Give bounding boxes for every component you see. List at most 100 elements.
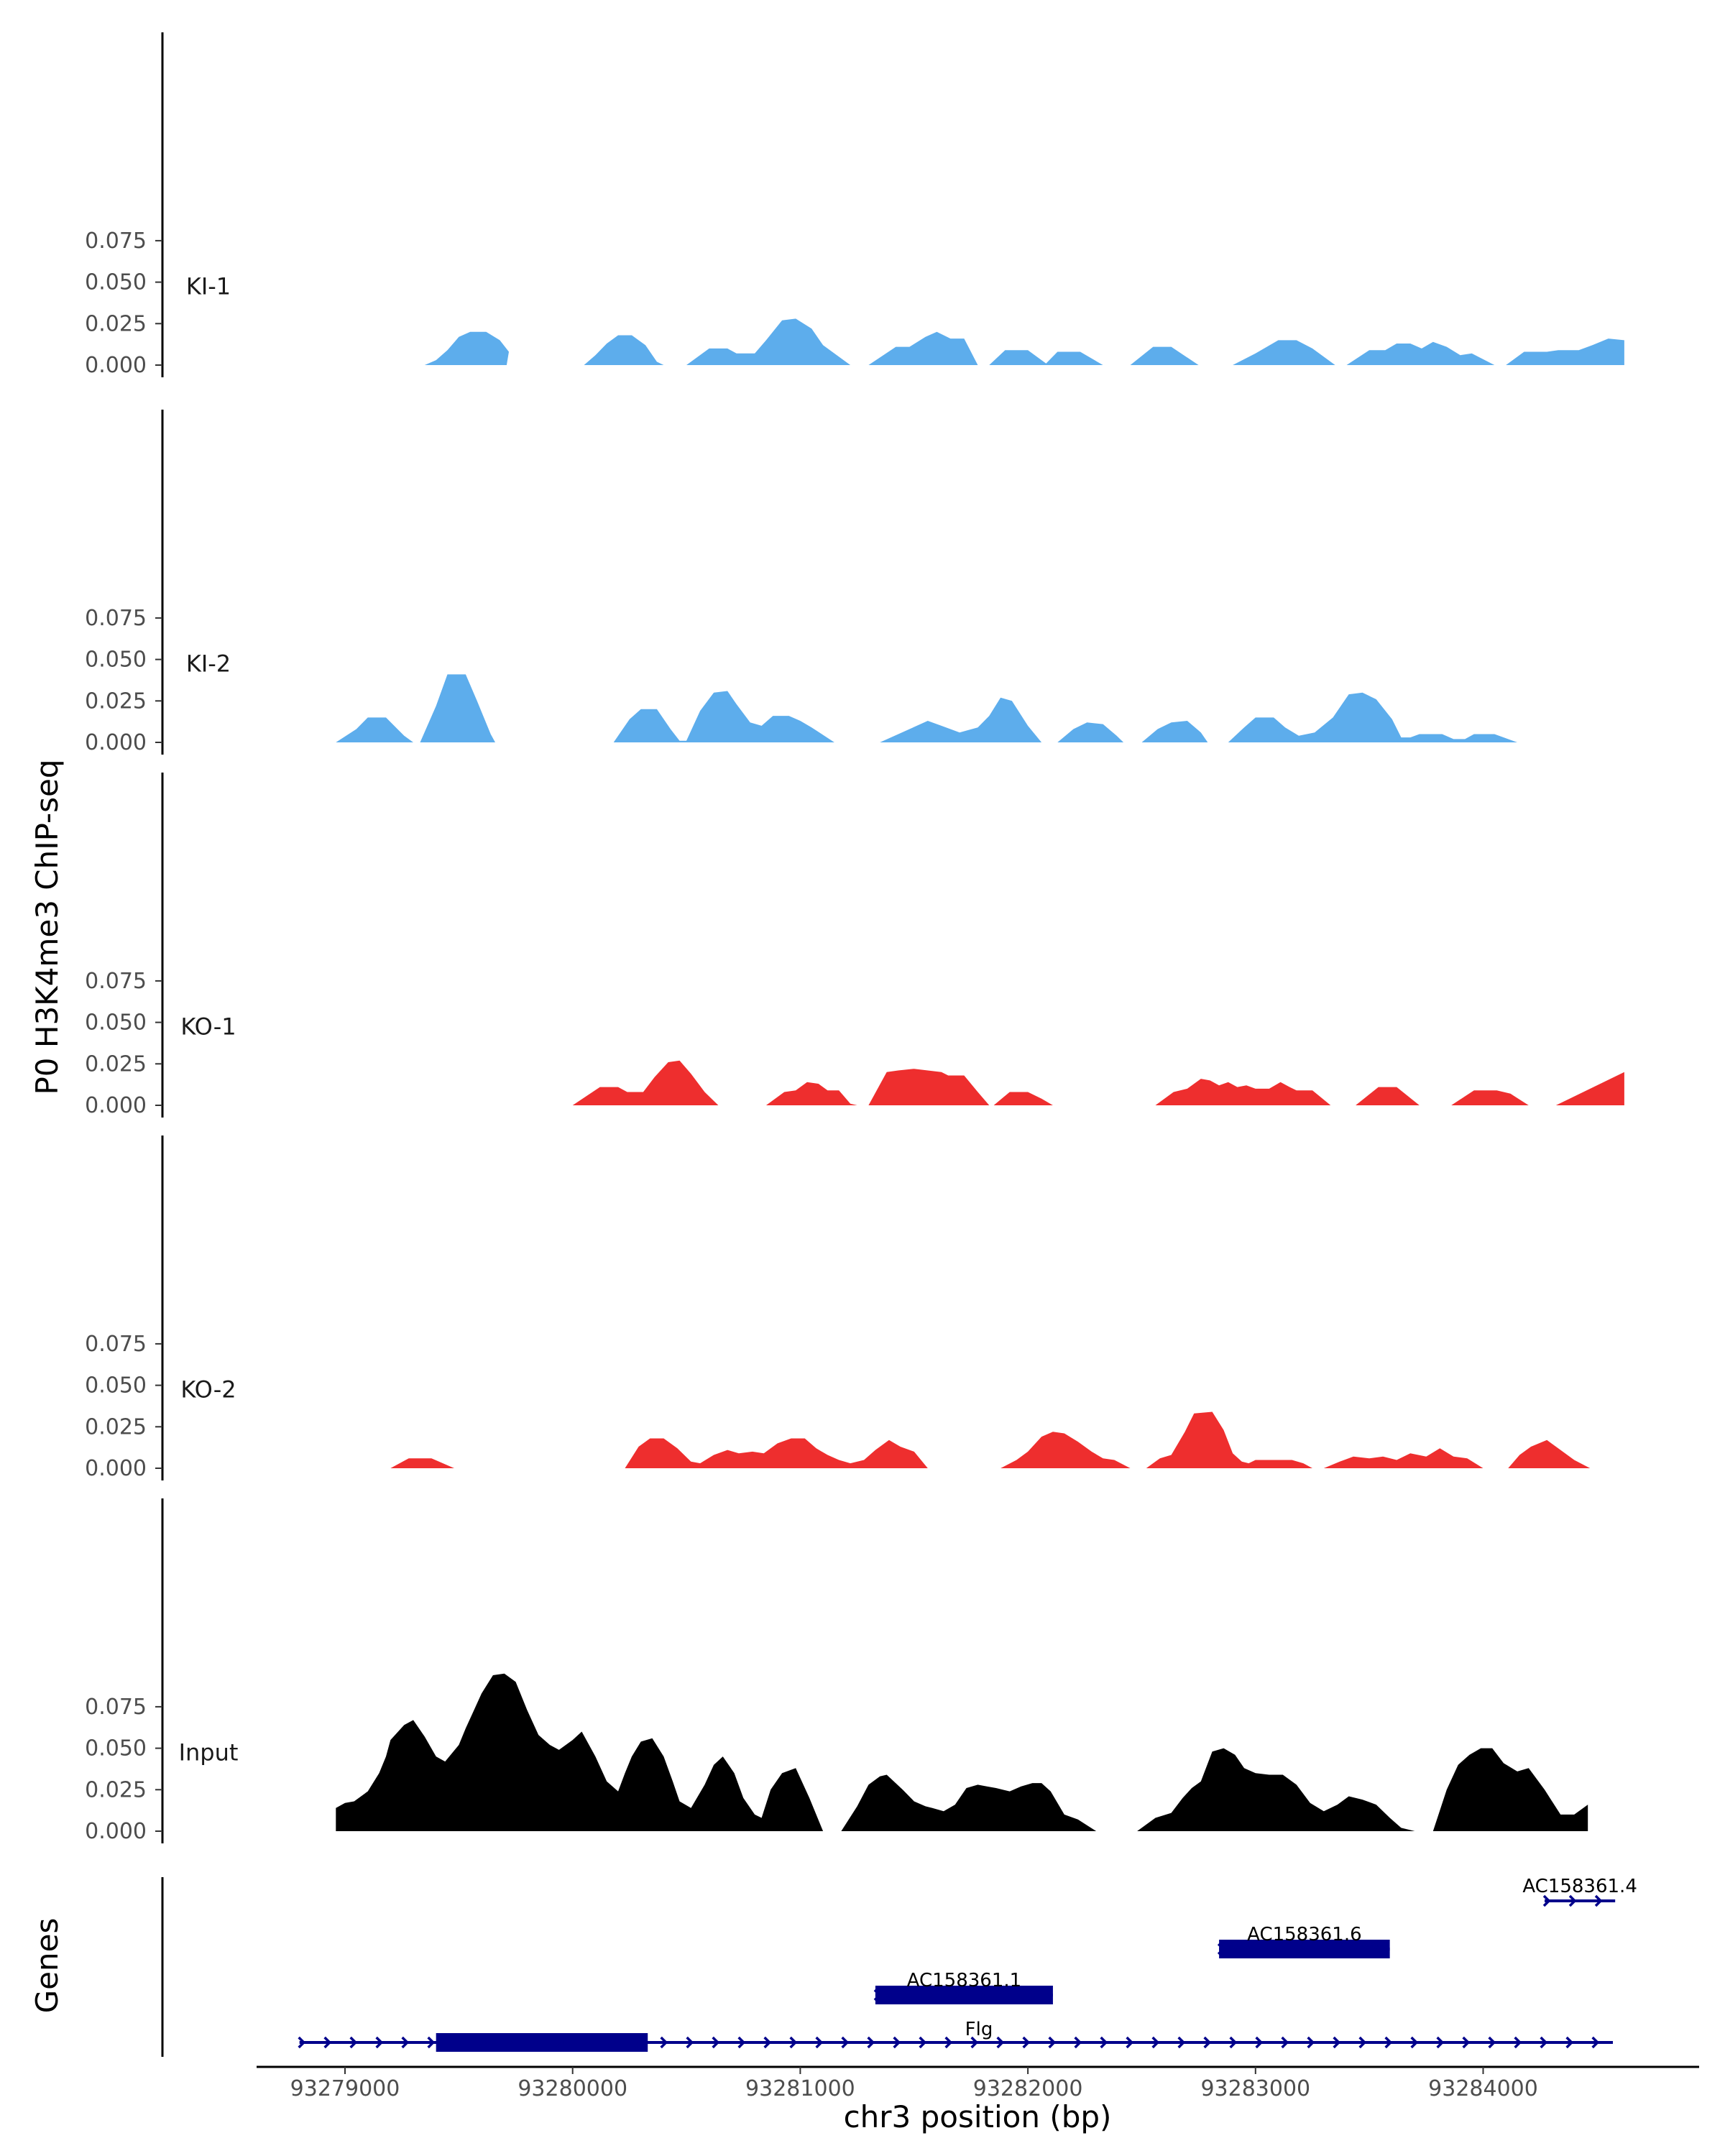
- strand-arrow: [1243, 1943, 1251, 1955]
- strand-arrow: [582, 2036, 591, 2049]
- coverage-area-ki-2: [336, 674, 1517, 742]
- strand-arrow: [970, 2036, 979, 2049]
- strand-arrow: [1488, 2036, 1496, 2049]
- track-label: KO-1: [180, 1013, 236, 1040]
- strand-arrow: [1372, 1943, 1381, 1955]
- strand-arrow: [1542, 1894, 1551, 1907]
- x-tick-label: 93283000: [1200, 2076, 1310, 2101]
- y-tick-label: 0.000: [85, 1819, 147, 1844]
- strand-arrow: [1594, 1894, 1603, 1907]
- coverage-area-ki-1: [424, 318, 1624, 365]
- strand-arrow: [815, 2036, 824, 2049]
- strand-arrow: [1410, 2036, 1419, 2049]
- strand-arrow: [1281, 2036, 1289, 2049]
- strand-arrow: [1307, 2036, 1315, 2049]
- gene-ac158361.6: AC158361.6: [1217, 1924, 1390, 1958]
- panel-input: 0.000 0.025 0.050 0.075 Input: [85, 1498, 1588, 1844]
- y-tick-label: 0.050: [85, 1736, 147, 1761]
- strand-arrow: [1565, 2036, 1574, 2049]
- strand-arrow: [634, 2036, 643, 2049]
- strand-arrow: [427, 2036, 436, 2049]
- strand-arrow: [1203, 2036, 1212, 2049]
- strand-arrow: [1177, 2036, 1186, 2049]
- y-tick-label: 0.075: [85, 1332, 147, 1357]
- strand-arrow: [1029, 1989, 1037, 2001]
- x-axis: 93279000 93280000 93281000 93282000 93283000…: [257, 2065, 1699, 2101]
- track-label: KI-2: [186, 650, 231, 677]
- strand-arrow: [951, 1989, 960, 2001]
- y-tick-label: 0.075: [85, 606, 147, 631]
- strand-arrow: [1255, 2036, 1264, 2049]
- strand-arrow: [1269, 1943, 1277, 1955]
- panel-ko-1: 0.000 0.025 0.050 0.075 KO-1: [85, 773, 1624, 1118]
- strand-arrow: [1568, 1894, 1577, 1907]
- strand-arrow: [1436, 2036, 1445, 2049]
- strand-arrow: [556, 2036, 565, 2049]
- strand-arrow: [1346, 1943, 1355, 1955]
- y-tick-label: 0.025: [85, 311, 147, 336]
- gene-flg: Flg: [298, 2019, 1614, 2052]
- strand-arrow: [841, 2036, 850, 2049]
- strand-arrow: [737, 2036, 746, 2049]
- gene-label: Flg: [965, 2019, 993, 2040]
- strand-arrow: [1384, 2036, 1393, 2049]
- panel-ko-2: 0.000 0.025 0.050 0.075 KO-2: [85, 1135, 1591, 1481]
- strand-arrow: [1320, 1943, 1329, 1955]
- strand-arrow: [899, 1989, 908, 2001]
- y-tick-label: 0.025: [85, 688, 147, 714]
- strand-arrow: [893, 2036, 901, 2049]
- gene-ac158361.1: AC158361.1: [873, 1970, 1053, 2004]
- y-tick-label: 0.075: [85, 1695, 147, 1720]
- strand-arrow: [608, 2036, 617, 2049]
- x-tick-label: 93281000: [745, 2076, 855, 2101]
- gene-label: AC158361.4: [1522, 1876, 1637, 1897]
- strand-arrow: [479, 2036, 487, 2049]
- strand-arrow: [1591, 2036, 1600, 2049]
- strand-arrow: [1540, 2036, 1548, 2049]
- track-label: KI-1: [186, 272, 231, 300]
- strand-arrow: [996, 2036, 1005, 2049]
- coverage-panels: 0.0000.0250.0500.075KI-10.0000.0250.0500…: [85, 32, 1624, 1844]
- strand-arrow: [530, 2036, 539, 2049]
- y-tick-label: 0.025: [85, 1414, 147, 1439]
- x-tick-label: 93279000: [290, 2076, 400, 2101]
- strand-arrow: [1333, 2036, 1341, 2049]
- strand-arrow: [1074, 2036, 1082, 2049]
- strand-arrow: [919, 2036, 927, 2049]
- strand-arrow: [323, 2036, 332, 2049]
- y-tick-label: 0.050: [85, 270, 147, 295]
- gene-ac158361.4: AC158361.4: [1522, 1876, 1637, 1907]
- strand-arrow: [1048, 2036, 1057, 2049]
- strand-arrow: [505, 2036, 513, 2049]
- y-axis-title: P0 H3K4me3 ChIP-seq: [29, 759, 65, 1095]
- strand-arrow: [763, 2036, 772, 2049]
- strand-arrow: [1126, 2036, 1134, 2049]
- strand-arrow: [977, 1989, 985, 2001]
- strand-arrow: [660, 2036, 668, 2049]
- genes-axis-title: Genes: [29, 1918, 65, 2014]
- coverage-area-input: [336, 1673, 1588, 1831]
- x-axis-title: chr3 position (bp): [844, 2099, 1112, 2134]
- genes-panel: Flg AC158361.1 AC158361.6 AC158361.4: [161, 1876, 1637, 2057]
- strand-arrow: [686, 2036, 694, 2049]
- panel-ki-1: 0.000 0.025 0.050 0.075 KI-1: [85, 32, 1624, 378]
- y-tick-label: 0.050: [85, 1010, 147, 1036]
- gene-exon: [436, 2033, 648, 2052]
- strand-arrow: [1151, 2036, 1160, 2049]
- strand-arrow: [1003, 1989, 1011, 2001]
- gene-label: AC158361.6: [1247, 1924, 1362, 1945]
- strand-arrow: [1462, 2036, 1471, 2049]
- strand-arrow: [349, 2036, 358, 2049]
- strand-arrow: [867, 2036, 875, 2049]
- strand-arrow: [375, 2036, 384, 2049]
- x-tick-label: 93280000: [518, 2076, 627, 2101]
- strand-arrow: [712, 2036, 720, 2049]
- y-tick-label: 0.075: [85, 229, 147, 254]
- y-tick-label: 0.050: [85, 1373, 147, 1399]
- y-tick-label: 0.075: [85, 969, 147, 994]
- strand-arrow: [453, 2036, 461, 2049]
- y-tick-label: 0.025: [85, 1777, 147, 1802]
- strand-arrow: [1229, 2036, 1238, 2049]
- track-label: KO-2: [180, 1376, 236, 1403]
